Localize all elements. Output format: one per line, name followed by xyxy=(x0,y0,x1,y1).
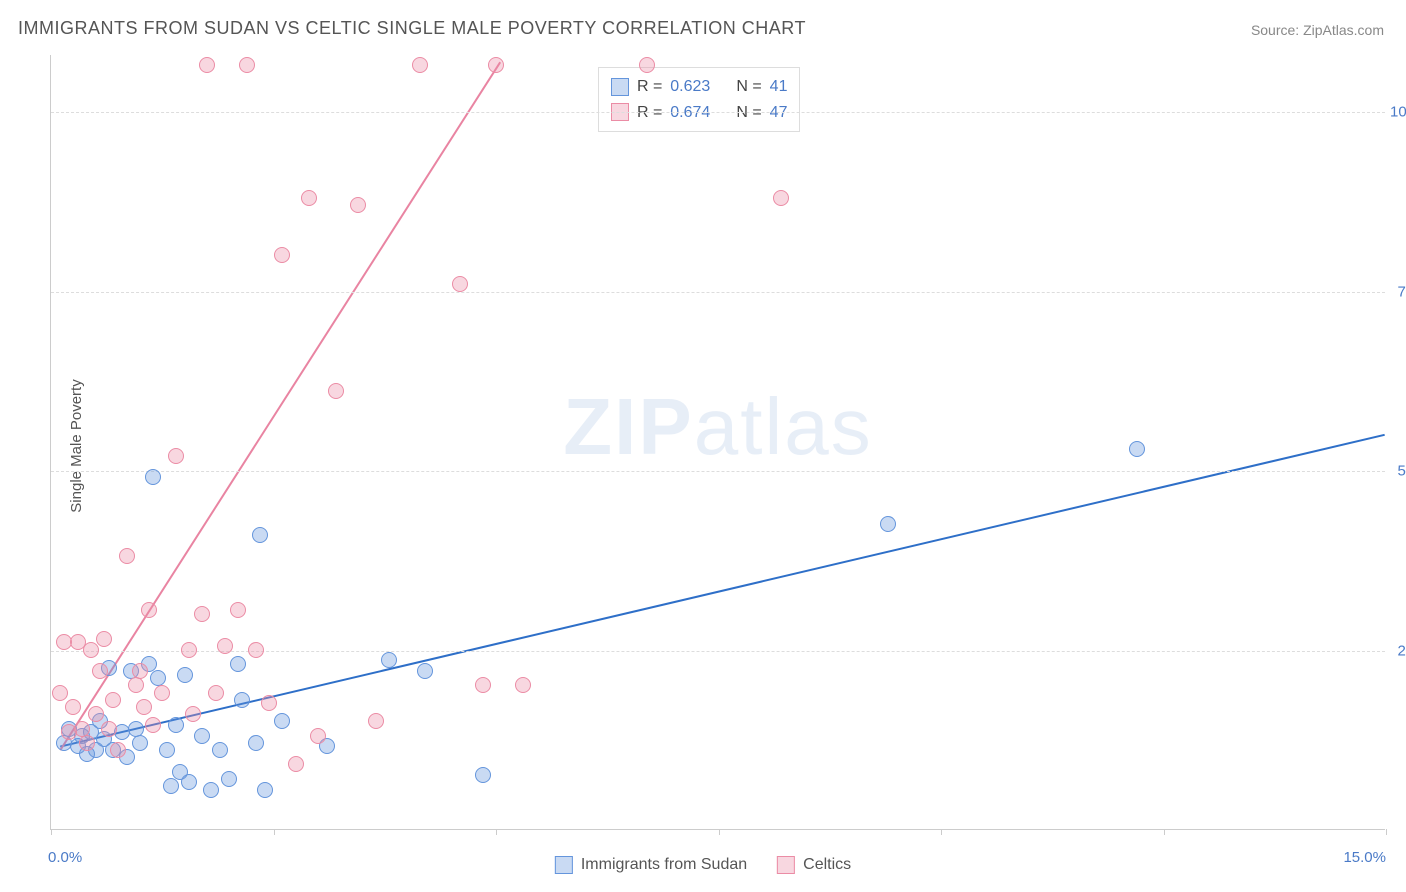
data-point xyxy=(132,663,148,679)
data-point xyxy=(230,602,246,618)
trend-lines xyxy=(51,55,1385,829)
data-point xyxy=(208,685,224,701)
data-point xyxy=(181,642,197,658)
data-point xyxy=(65,699,81,715)
x-tick xyxy=(51,829,52,835)
data-point xyxy=(101,721,117,737)
data-point xyxy=(83,642,99,658)
gridline-h xyxy=(51,292,1385,293)
source-label: Source: ZipAtlas.com xyxy=(1251,22,1384,38)
y-tick-label: 25.0% xyxy=(1390,642,1406,659)
data-point xyxy=(257,782,273,798)
data-point xyxy=(96,631,112,647)
data-point xyxy=(368,713,384,729)
data-point xyxy=(168,448,184,464)
data-point xyxy=(185,706,201,722)
x-tick xyxy=(496,829,497,835)
data-point xyxy=(177,667,193,683)
data-point xyxy=(52,685,68,701)
data-point xyxy=(168,717,184,733)
data-point xyxy=(301,190,317,206)
x-tick-label: 0.0% xyxy=(48,849,82,866)
x-tick xyxy=(274,829,275,835)
data-point xyxy=(639,57,655,73)
data-point xyxy=(248,642,264,658)
legend: Immigrants from Sudan Celtics xyxy=(555,856,851,874)
data-point xyxy=(163,778,179,794)
x-tick xyxy=(1164,829,1165,835)
trend-line xyxy=(60,435,1384,747)
legend-item: Immigrants from Sudan xyxy=(555,856,747,874)
watermark: ZIPatlas xyxy=(563,381,872,473)
data-point xyxy=(248,735,264,751)
data-point xyxy=(221,771,237,787)
y-tick-label: 50.0% xyxy=(1390,463,1406,480)
data-point xyxy=(154,685,170,701)
data-point xyxy=(381,652,397,668)
data-point xyxy=(217,638,233,654)
x-tick-label: 15.0% xyxy=(1343,849,1386,866)
data-point xyxy=(194,728,210,744)
legend-item: Celtics xyxy=(777,856,851,874)
data-point xyxy=(412,57,428,73)
data-point xyxy=(288,756,304,772)
legend-swatch xyxy=(555,856,573,874)
series-swatch xyxy=(611,78,629,96)
data-point xyxy=(328,383,344,399)
data-point xyxy=(452,276,468,292)
x-tick xyxy=(941,829,942,835)
data-point xyxy=(199,57,215,73)
x-tick xyxy=(719,829,720,835)
data-point xyxy=(475,677,491,693)
data-point xyxy=(159,742,175,758)
source-link[interactable]: ZipAtlas.com xyxy=(1303,22,1384,38)
data-point xyxy=(212,742,228,758)
stats-box: R = 0.623 N = 41 R = 0.674 N = 47 xyxy=(598,67,801,132)
plot-area: ZIPatlas R = 0.623 N = 41 R = 0.674 N = … xyxy=(50,55,1385,830)
data-point xyxy=(239,57,255,73)
data-point xyxy=(105,692,121,708)
data-point xyxy=(194,606,210,622)
data-point xyxy=(417,663,433,679)
data-point xyxy=(181,774,197,790)
data-point xyxy=(136,699,152,715)
data-point xyxy=(79,735,95,751)
y-tick-label: 100.0% xyxy=(1390,104,1406,121)
data-point xyxy=(274,713,290,729)
data-point xyxy=(1129,441,1145,457)
correlation-chart: IMMIGRANTS FROM SUDAN VS CELTIC SINGLE M… xyxy=(0,0,1406,892)
stats-row: R = 0.623 N = 41 xyxy=(611,74,788,100)
data-point xyxy=(110,742,126,758)
data-point xyxy=(88,706,104,722)
data-point xyxy=(141,602,157,618)
data-point xyxy=(145,717,161,733)
data-point xyxy=(203,782,219,798)
data-point xyxy=(880,516,896,532)
legend-swatch xyxy=(777,856,795,874)
data-point xyxy=(773,190,789,206)
data-point xyxy=(350,197,366,213)
data-point xyxy=(488,57,504,73)
data-point xyxy=(475,767,491,783)
x-tick xyxy=(1386,829,1387,835)
chart-title: IMMIGRANTS FROM SUDAN VS CELTIC SINGLE M… xyxy=(18,18,806,39)
data-point xyxy=(310,728,326,744)
data-point xyxy=(274,247,290,263)
data-point xyxy=(252,527,268,543)
data-point xyxy=(132,735,148,751)
data-point xyxy=(128,677,144,693)
trend-line xyxy=(60,62,500,750)
data-point xyxy=(234,692,250,708)
y-tick-label: 75.0% xyxy=(1390,283,1406,300)
gridline-h xyxy=(51,471,1385,472)
data-point xyxy=(92,663,108,679)
gridline-h xyxy=(51,112,1385,113)
data-point xyxy=(145,469,161,485)
data-point xyxy=(261,695,277,711)
data-point xyxy=(515,677,531,693)
data-point xyxy=(119,548,135,564)
data-point xyxy=(230,656,246,672)
